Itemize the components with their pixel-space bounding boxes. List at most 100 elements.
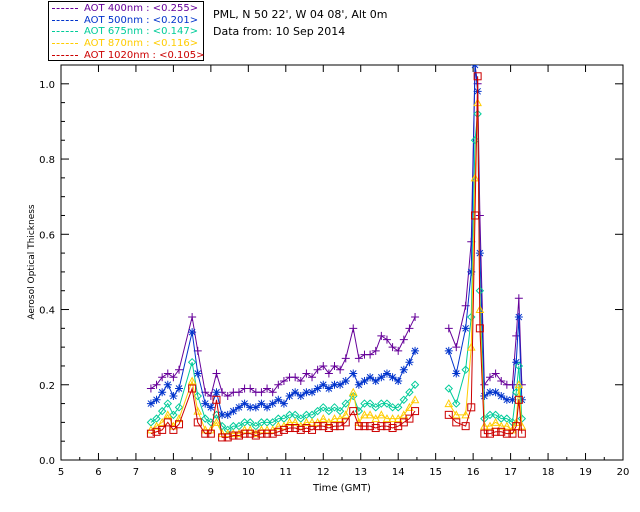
data-point (451, 410, 461, 419)
x-tick-label: 14 (392, 467, 405, 478)
data-point (514, 395, 523, 404)
data-point (187, 376, 197, 385)
legend-label: AOT 675nm : <0.147> (84, 26, 199, 38)
data-point (175, 420, 184, 429)
data-point (512, 358, 521, 367)
data-point (257, 399, 266, 408)
data-point (163, 410, 173, 419)
data-point (444, 324, 453, 333)
data-point (471, 211, 480, 220)
data-point (188, 384, 197, 393)
y-tick-label: 0.6 (39, 230, 55, 241)
data-point (394, 377, 403, 385)
data-point (268, 429, 277, 438)
series-0 (146, 65, 526, 401)
data-point (234, 431, 243, 440)
data-point (268, 388, 277, 397)
data-point (319, 422, 328, 431)
legend-entry: AOT 870nm : <0.116> (52, 38, 203, 50)
data-point (152, 395, 161, 404)
data-point (274, 395, 283, 404)
data-point (302, 388, 311, 397)
data-point (187, 357, 197, 367)
data-point (514, 361, 524, 371)
data-point (212, 388, 221, 397)
data-point (485, 429, 494, 438)
data-point (471, 65, 480, 69)
series-line (448, 113, 523, 424)
data-point (251, 431, 260, 440)
data-point (218, 410, 227, 419)
data-point (399, 395, 409, 405)
data-point (279, 377, 288, 385)
data-point (502, 421, 512, 430)
data-point (366, 373, 375, 382)
data-point (240, 399, 249, 408)
data-point (290, 417, 300, 426)
data-point (212, 395, 221, 404)
data-point (388, 373, 397, 382)
data-point (405, 414, 414, 423)
data-point (485, 388, 494, 397)
data-point (274, 427, 283, 436)
data-point (313, 417, 322, 426)
data-point (175, 365, 184, 374)
data-point (193, 369, 202, 378)
series-line (150, 362, 416, 431)
data-point (377, 422, 386, 431)
data-point (307, 417, 317, 426)
y-tick-label: 0.4 (39, 306, 55, 317)
data-point (405, 358, 414, 367)
data-point (336, 365, 345, 374)
data-point (279, 425, 288, 434)
data-point (461, 410, 470, 419)
data-point (360, 399, 369, 408)
data-point (349, 369, 358, 378)
data-point (246, 403, 255, 412)
plot-frame (60, 64, 624, 461)
data-point (223, 392, 232, 401)
data-point (152, 380, 161, 389)
data-point (365, 410, 375, 419)
data-point (382, 399, 392, 408)
data-point (349, 324, 358, 333)
data-point (201, 399, 210, 408)
data-point (319, 403, 328, 412)
data-point (291, 373, 300, 382)
data-point (354, 422, 363, 431)
data-point (377, 410, 386, 419)
data-point (157, 406, 167, 416)
series-layer (146, 65, 527, 442)
legend-entry: AOT 400nm : <0.255> (52, 3, 203, 15)
data-point (240, 425, 249, 434)
data-point (335, 414, 345, 423)
series-line (448, 65, 523, 387)
data-point (508, 380, 517, 389)
data-point (512, 331, 521, 340)
x-tick-label: 19 (579, 467, 592, 478)
data-point (354, 354, 363, 363)
data-point (212, 369, 221, 378)
data-point (341, 377, 350, 385)
data-point (405, 402, 414, 411)
legend-entry: AOT 1020nm : <0.105> (52, 49, 204, 61)
series-line (150, 316, 416, 397)
data-point (473, 72, 482, 81)
data-point (444, 399, 454, 408)
data-point (201, 429, 210, 438)
data-point (296, 377, 305, 385)
data-point (411, 313, 420, 322)
x-tick-label: 15 (429, 467, 442, 478)
legend-label: AOT 870nm : <0.116> (84, 38, 199, 50)
legend-swatch (52, 19, 78, 21)
x-tick-label: 6 (95, 467, 101, 478)
data-point (240, 429, 249, 438)
x-tick-label: 12 (317, 467, 330, 478)
data-point (169, 410, 178, 420)
data-point (336, 380, 345, 389)
data-point (324, 417, 334, 426)
x-tick-label: 8 (170, 467, 176, 478)
series-4 (146, 72, 526, 442)
data-point (279, 399, 288, 408)
data-point (470, 173, 480, 182)
